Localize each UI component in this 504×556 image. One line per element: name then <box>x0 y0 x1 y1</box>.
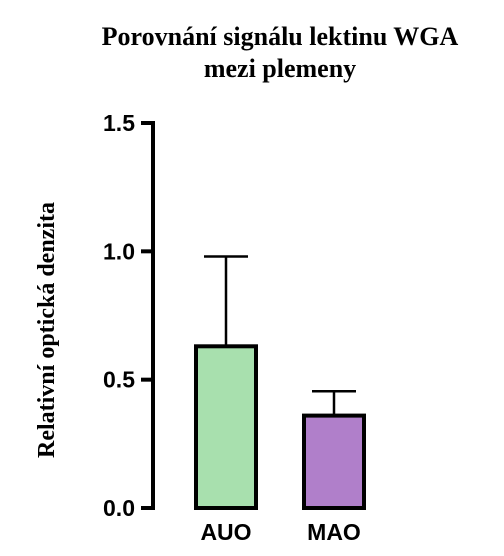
x-category-label: MAO <box>307 519 361 545</box>
y-tick-label: 1.5 <box>103 110 135 136</box>
bar <box>302 413 366 511</box>
plot-area: 0.0 0.5 1.0 1.5 AUO MAO <box>103 110 366 545</box>
bar <box>194 344 258 510</box>
y-axis-label: Relativní optická denzita <box>34 202 60 458</box>
x-category-label: AUO <box>200 519 251 545</box>
y-tick-label: 1.0 <box>103 238 135 264</box>
chart-title-line-2: mezi plemeny <box>204 54 356 83</box>
chart-title-line-1: Porovnání signálu lektinu WGA <box>102 22 459 51</box>
y-tick-label: 0.0 <box>103 495 135 521</box>
y-tick-label: 0.5 <box>103 367 135 393</box>
